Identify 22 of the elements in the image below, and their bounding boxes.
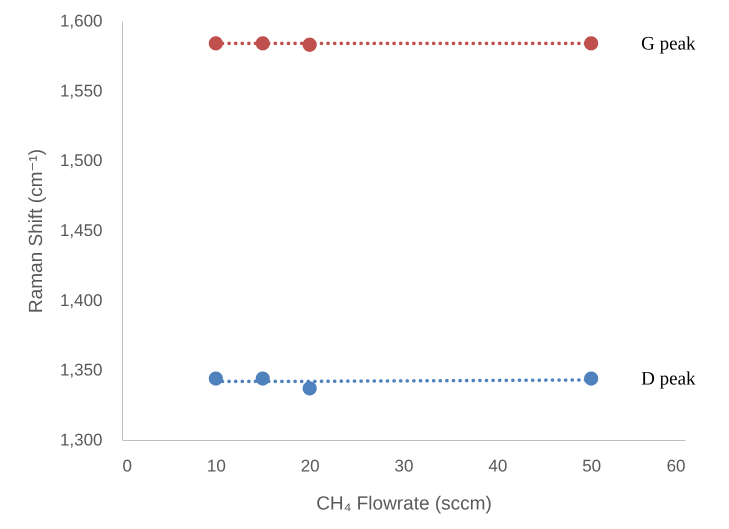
x-tick-label: 10	[206, 456, 226, 476]
x-tick-label: 20	[300, 456, 320, 476]
x-tick-label: 50	[582, 456, 602, 476]
y-tick-label: 1,450	[60, 221, 102, 240]
point	[302, 381, 317, 396]
y-tick-label: 1,400	[60, 290, 102, 310]
x-tick-label: 60	[666, 456, 686, 476]
point	[584, 36, 598, 50]
y-tick-label: 1,350	[60, 360, 102, 380]
y-axis-title: Raman Shift (cm⁻¹)	[26, 148, 47, 314]
point	[208, 371, 223, 386]
y-tick-label: 1,550	[60, 81, 102, 100]
x-tick-label: 30	[394, 456, 414, 476]
y-tick-label: 1,300	[60, 430, 102, 450]
text: G peak	[641, 33, 696, 54]
x-tick-label: 0	[122, 456, 132, 476]
x-axis-title: CH₄ Flowrate (sccm)	[316, 494, 492, 514]
x-tick-label: 40	[488, 456, 508, 476]
point	[584, 371, 598, 386]
y-tick-label: 1,500	[60, 151, 102, 170]
y-tick-label: 1,600	[60, 12, 102, 30]
text: D peak	[641, 368, 696, 390]
